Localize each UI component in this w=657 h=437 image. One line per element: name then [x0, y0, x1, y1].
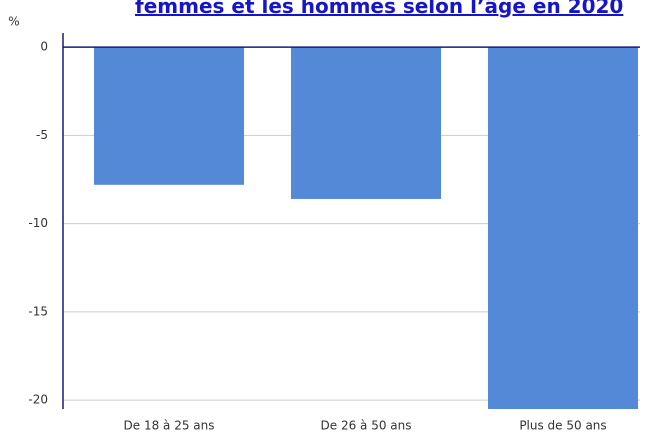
y-tick-label: -20 — [28, 393, 48, 407]
y-tick-label: -5 — [36, 128, 48, 142]
x-tick-label: Plus de 50 ans — [519, 419, 606, 433]
bar — [488, 47, 638, 409]
y-axis-label: % — [8, 15, 19, 29]
y-tick-label: -15 — [28, 304, 48, 318]
bar — [291, 47, 441, 199]
bar — [94, 47, 244, 185]
y-tick-label: -10 — [28, 216, 48, 230]
chart-title: femmes et les hommes selon l’âge en 2020 — [135, 0, 623, 18]
y-tick-label: 0 — [40, 40, 48, 54]
x-tick-label: De 18 à 25 ans — [124, 419, 215, 433]
x-tick-label: De 26 à 50 ans — [321, 419, 412, 433]
